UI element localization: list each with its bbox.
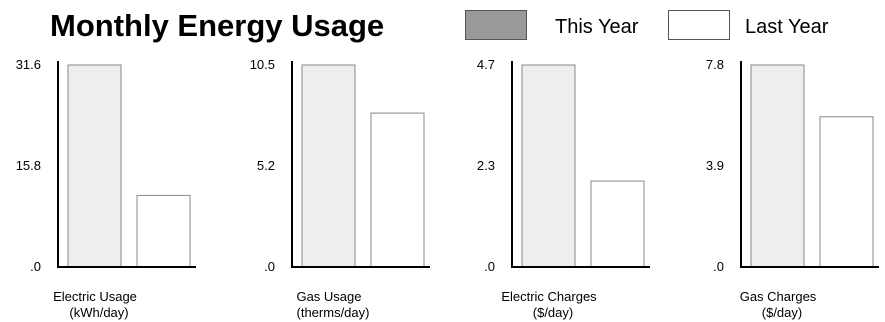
legend-swatch-this-year <box>465 10 527 40</box>
legend-swatch-last-year <box>668 10 730 40</box>
electric-usage-bar-this-year <box>67 64 122 268</box>
electric-charges-x-label: Electric Charges <box>501 289 597 304</box>
electric-usage-y-tick-label: 31.6 <box>16 57 41 72</box>
legend-label-last-year: Last Year <box>745 16 829 38</box>
gas-charges-bar-this-year <box>750 64 805 268</box>
gas-usage-bar-this-year <box>301 64 356 268</box>
gas-usage-y-tick-label: 10.5 <box>250 57 275 72</box>
electric-usage-x-label: (kWh/day) <box>69 305 128 320</box>
gas-charges-bar-last-year <box>819 116 874 268</box>
electric-charges-bar-this-year <box>521 64 576 268</box>
gas-usage-y-tick-label: .0 <box>264 259 275 274</box>
electric-charges-y-tick-label: .0 <box>484 259 495 274</box>
gas-charges-y-tick-label: 3.9 <box>706 158 724 173</box>
gas-usage-bar-last-year <box>370 112 425 268</box>
gas-charges-y-tick-label: .0 <box>713 259 724 274</box>
legend-label-this-year: This Year <box>555 16 639 38</box>
electric-charges-y-tick-label: 2.3 <box>477 158 495 173</box>
gas-usage-x-label: Gas Usage <box>296 289 361 304</box>
electric-usage-bar-last-year <box>136 194 191 268</box>
gas-charges-x-label: Gas Charges <box>740 289 817 304</box>
gas-charges-x-label: ($/day) <box>762 305 802 320</box>
chart-title: Monthly Energy Usage <box>50 8 385 43</box>
gas-usage-y-tick-label: 5.2 <box>257 158 275 173</box>
electric-charges-bar-last-year <box>590 180 645 268</box>
gas-usage-x-label: (therms/day) <box>297 305 370 320</box>
electric-usage-x-label: Electric Usage <box>53 289 137 304</box>
electric-charges-y-tick-label: 4.7 <box>477 57 495 72</box>
electric-usage-y-tick-label: 15.8 <box>16 158 41 173</box>
electric-charges-x-label: ($/day) <box>533 305 573 320</box>
gas-charges-y-tick-label: 7.8 <box>706 57 724 72</box>
electric-usage-y-tick-label: .0 <box>30 259 41 274</box>
